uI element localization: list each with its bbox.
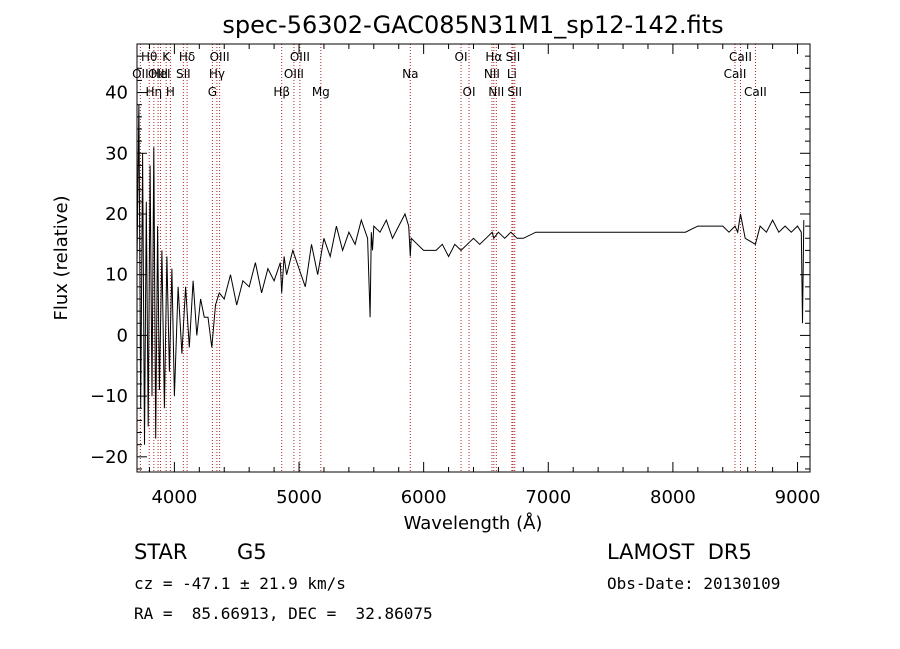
spectral-line-label: CaII (724, 67, 747, 81)
y-axis-label: Flux (relative) (51, 195, 72, 320)
object-type: STAR (134, 540, 188, 564)
spectral-line-label: K (162, 50, 171, 64)
y-axis: −20 −10 0 10 20 30 40 (90, 55, 810, 470)
spectral-line-label: OIII (284, 67, 304, 81)
object-subclass: G5 (237, 540, 267, 564)
spectral-line-label: OI (463, 85, 476, 99)
x-tick-label: 9000 (775, 487, 821, 508)
spectral-line-label: CaII (744, 85, 767, 99)
spectral-line-label: OIII (210, 50, 230, 64)
spectral-line-label: Hα (485, 50, 502, 64)
spectral-line-label: SII (176, 67, 191, 81)
spectral-line-label: Hδ (179, 50, 195, 64)
y-tick-label: 30 (105, 143, 128, 164)
spectral-line-label: Hβ (273, 85, 290, 99)
spectral-line-label: OIII (290, 50, 310, 64)
spectral-line-label: G (208, 85, 217, 99)
spectral-line-label: OI (455, 50, 468, 64)
y-tick-label: 0 (117, 325, 128, 346)
spectral-line-markers (139, 44, 756, 472)
spectral-line-label: HeI (151, 67, 171, 81)
survey-name: LAMOST DR5 (607, 540, 752, 564)
spectral-line-label: Na (402, 67, 418, 81)
spectrum-line (136, 104, 805, 445)
redshift-info: cz = -47.1 ± 21.9 km/s (134, 574, 346, 593)
y-tick-label: 20 (105, 204, 128, 225)
plot-frame (136, 43, 811, 473)
chart-title: spec-56302-GAC085N31M1_sp12-142.fits (222, 11, 723, 39)
spectral-line-label: Hθ (141, 50, 157, 64)
y-tick-label: −10 (90, 386, 128, 407)
observation-date: Obs-Date: 20130109 (607, 574, 781, 593)
spectrum-series (136, 104, 805, 445)
coordinates: RA = 85.66913, DEC = 32.86075 (134, 604, 433, 623)
x-tick-label: 4000 (151, 487, 197, 508)
y-tick-label: 10 (105, 265, 128, 286)
spectral-line-label: SII (507, 85, 522, 99)
spectral-line-label: NII (488, 85, 504, 99)
x-axis-label: Wavelength (Å) (404, 512, 543, 534)
spectral-line-label: Li (507, 67, 517, 81)
spectral-line-label: Mg (312, 85, 330, 99)
spectral-line-label: OIII (148, 67, 168, 81)
spectral-line-label: CaII (729, 50, 752, 64)
x-tick-label: 6000 (401, 487, 447, 508)
spectral-line-label: OII (132, 67, 149, 81)
y-tick-label: −20 (90, 447, 128, 468)
x-tick-label: 5000 (276, 487, 322, 508)
spectral-line-label: NII (484, 67, 500, 81)
spectral-line-label: SII (506, 50, 521, 64)
x-tick-label: 7000 (525, 487, 571, 508)
spectral-line-label: Hη (146, 85, 163, 99)
spectral-line-label: H (166, 85, 175, 99)
y-tick-label: 40 (105, 83, 128, 104)
x-axis: 4000 5000 6000 7000 8000 9000 (148, 44, 821, 508)
x-tick-label: 8000 (650, 487, 696, 508)
spectral-line-label: Hγ (209, 67, 225, 81)
